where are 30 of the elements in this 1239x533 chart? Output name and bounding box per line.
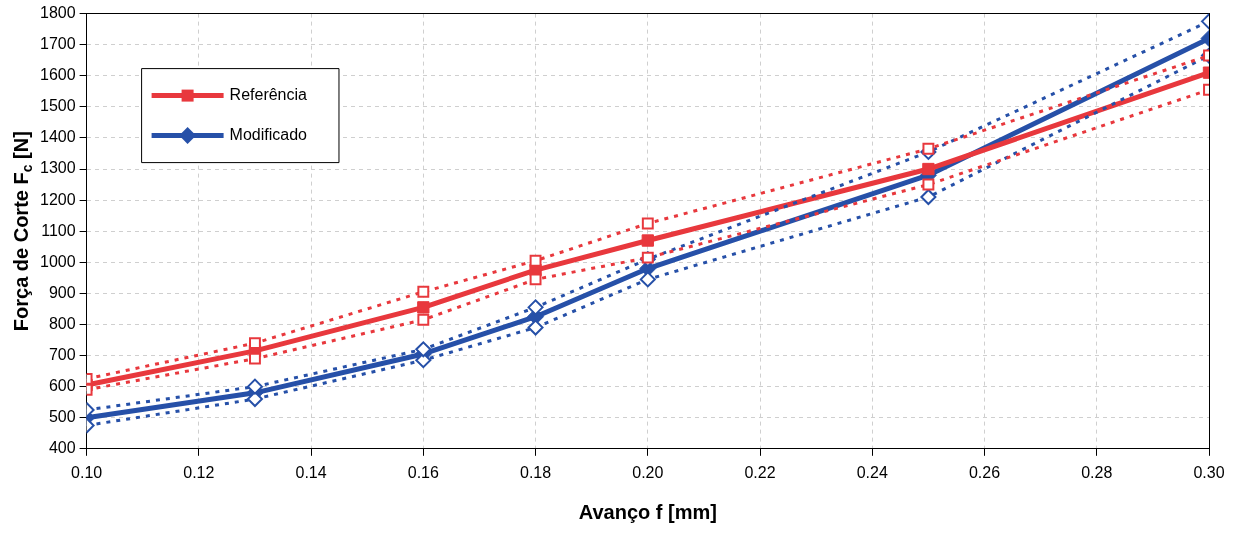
x-tick-label: 0.24 bbox=[856, 463, 888, 481]
x-tick-label: 0.18 bbox=[519, 463, 552, 481]
x-tick-label: 0.22 bbox=[744, 463, 776, 481]
y-tick-label: 500 bbox=[48, 408, 76, 426]
y-tick-label: 400 bbox=[48, 439, 76, 457]
x-tick-label: 0.12 bbox=[183, 463, 215, 481]
y-tick-label: 1100 bbox=[41, 221, 76, 239]
y-tick-label: 1800 bbox=[40, 4, 76, 22]
x-tick-label: 0.28 bbox=[1081, 463, 1113, 481]
y-axis-title: Força de Corte Fc [N] bbox=[9, 131, 35, 332]
y-tick-label: 1500 bbox=[40, 97, 76, 115]
y-tick-label: 1600 bbox=[40, 66, 76, 84]
y-tick-label: 1000 bbox=[40, 252, 76, 270]
y-tick-label: 1700 bbox=[40, 35, 76, 53]
y-tick-label: 1200 bbox=[40, 190, 76, 208]
x-axis-title: Avanço f [mm] bbox=[578, 500, 717, 523]
y-tick-label: 1300 bbox=[40, 159, 76, 177]
x-tick-label: 0.14 bbox=[295, 463, 327, 481]
x-tick-label: 0.30 bbox=[1193, 463, 1225, 481]
y-tick-label: 700 bbox=[48, 345, 76, 363]
x-tick-label: 0.16 bbox=[407, 463, 439, 481]
y-tick-label: 1400 bbox=[40, 128, 76, 146]
x-tick-label: 0.20 bbox=[632, 463, 664, 481]
legend-label: Referência bbox=[229, 86, 308, 104]
y-tick-label: 600 bbox=[48, 377, 76, 395]
y-tick-label: 900 bbox=[48, 283, 76, 301]
legend-label: Modificado bbox=[229, 126, 308, 144]
x-tick-label: 0.10 bbox=[71, 463, 103, 481]
x-tick-label: 0.26 bbox=[968, 463, 1001, 481]
y-tick-label: 800 bbox=[48, 314, 76, 332]
